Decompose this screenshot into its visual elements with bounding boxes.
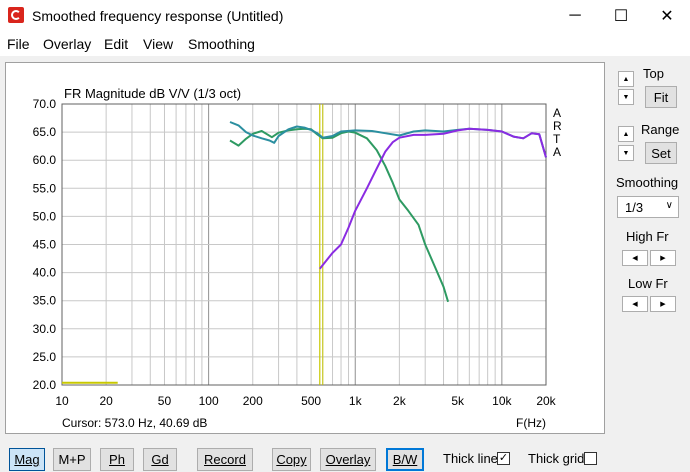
title-bar: Smoothed frequency response (Untitled) ─… xyxy=(0,0,690,31)
cursor-readout: Cursor: 573.0 Hz, 40.69 dB xyxy=(62,416,207,430)
x-tick-label: 100 xyxy=(199,394,219,408)
x-tick-label: 50 xyxy=(158,394,172,408)
menu-overlay[interactable]: Overlay xyxy=(43,36,92,52)
smoothing-value: 1/3 xyxy=(625,200,644,215)
fit-button[interactable]: Fit xyxy=(645,86,677,108)
low-fr-right-arrow[interactable]: ▶ xyxy=(650,296,676,312)
menu-edit[interactable]: Edit xyxy=(104,36,129,52)
x-axis-label: F(Hz) xyxy=(516,416,546,430)
x-tick-label: 10 xyxy=(55,394,69,408)
plot-frame xyxy=(61,103,547,386)
frequency-response-chart[interactable]: 10 20 50 100 200 500 1k 2k 5k 10k 20k 20.0 25.0 30.0… xyxy=(6,63,604,433)
thick-line-check-mark: ✓ xyxy=(498,452,509,464)
smoothing-select[interactable]: 1/3 ∨ xyxy=(617,196,679,218)
y-tick-label: 50.0 xyxy=(33,209,57,223)
menu-smoothing[interactable]: Smoothing xyxy=(188,36,255,52)
low-fr-left-arrow[interactable]: ◀ xyxy=(622,296,648,312)
close-button[interactable]: ✕ xyxy=(660,7,674,25)
x-tick-label: 2k xyxy=(393,394,407,408)
thick-line-checkbox[interactable]: ✓ xyxy=(497,452,510,465)
menu-view[interactable]: View xyxy=(143,36,174,52)
range-up-arrow[interactable]: ▲ xyxy=(618,126,634,142)
chart-title: FR Magnitude dB V/V (1/3 oct) xyxy=(64,86,241,101)
y-tick-label: 70.0 xyxy=(33,97,57,111)
bw-button-label: B/W xyxy=(392,452,418,467)
set-button[interactable]: Set xyxy=(645,142,677,164)
y-tick-label: 60.0 xyxy=(33,153,57,167)
thick-grid-label: Thick grid xyxy=(528,451,585,466)
chart-series xyxy=(62,104,547,385)
overlay-button[interactable]: Overlay xyxy=(320,448,376,471)
y-tick-label: 30.0 xyxy=(33,322,57,336)
y-tick-label: 45.0 xyxy=(33,238,57,252)
phase-button[interactable]: Ph xyxy=(100,448,134,471)
app-icon xyxy=(8,7,24,23)
window-title: Smoothed frequency response (Untitled) xyxy=(32,8,284,24)
y-tick-labels: 20.0 25.0 30.0 35.0 40.0 45.0 50.0 55.0 60.0 65.0… xyxy=(33,97,57,392)
record-button[interactable]: Record xyxy=(197,448,253,471)
y-tick-label: 25.0 xyxy=(33,350,57,364)
copy-button[interactable]: Copy xyxy=(272,448,311,471)
top-down-arrow[interactable]: ▼ xyxy=(618,89,634,105)
plot-panel[interactable]: 10 20 50 100 200 500 1k 2k 5k 10k 20k 20.0 25.0 30.0… xyxy=(5,62,605,434)
thick-line-label: Thick line xyxy=(443,451,498,466)
x-tick-label: 5k xyxy=(451,394,465,408)
y-tick-label: 40.0 xyxy=(33,266,57,280)
right-letter-a2: A xyxy=(553,145,561,159)
record-button-label: Record xyxy=(204,452,246,467)
range-label: Range xyxy=(641,122,680,137)
copy-button-label: Copy xyxy=(276,452,307,467)
x-tick-label: 20 xyxy=(99,394,113,408)
mag-phase-button-label: M+P xyxy=(58,452,86,467)
range-down-arrow[interactable]: ▼ xyxy=(618,145,634,161)
right-letter-r: R xyxy=(553,119,562,133)
x-tick-label: 1k xyxy=(349,394,363,408)
top-label: Top xyxy=(643,66,664,81)
phase-button-label: Ph xyxy=(109,452,125,467)
x-tick-label: 10k xyxy=(492,394,512,408)
mag-button[interactable]: Mag xyxy=(9,448,45,471)
right-letter-a1: A xyxy=(553,106,561,120)
x-tick-label: 500 xyxy=(301,394,321,408)
y-tick-label: 55.0 xyxy=(33,181,57,195)
minimize-button[interactable]: ─ xyxy=(569,6,581,24)
mag-button-label: Mag xyxy=(14,452,40,467)
series-line-0 xyxy=(229,127,450,303)
overlay-button-label: Overlay xyxy=(325,452,371,467)
y-tick-label: 35.0 xyxy=(33,294,57,308)
menu-bar: File Overlay Edit View Smoothing xyxy=(0,31,690,56)
smoothing-label: Smoothing xyxy=(616,175,679,190)
group-delay-button[interactable]: Gd xyxy=(143,448,177,471)
menu-file[interactable]: File xyxy=(7,36,30,52)
right-letter-t: T xyxy=(553,132,561,146)
series-line-1 xyxy=(229,121,547,158)
bw-button[interactable]: B/W xyxy=(386,448,424,471)
series-line-2 xyxy=(319,127,547,270)
x-tick-label: 200 xyxy=(243,394,263,408)
x-tick-labels: 10 20 50 100 200 500 1k 2k 5k 10k 20k xyxy=(55,394,556,408)
y-tick-label: 20.0 xyxy=(33,378,57,392)
top-up-arrow[interactable]: ▲ xyxy=(618,71,634,87)
maximize-button[interactable]: ☐ xyxy=(613,7,629,25)
thick-grid-checkbox[interactable] xyxy=(584,452,597,465)
low-fr-label: Low Fr xyxy=(628,276,668,291)
group-delay-button-label: Gd xyxy=(151,452,169,467)
y-tick-label: 65.0 xyxy=(33,125,57,139)
high-fr-left-arrow[interactable]: ◀ xyxy=(622,250,648,266)
high-fr-right-arrow[interactable]: ▶ xyxy=(650,250,676,266)
mag-phase-button[interactable]: M+P xyxy=(53,448,91,471)
x-tick-label: 20k xyxy=(536,394,556,408)
high-fr-label: High Fr xyxy=(626,229,669,244)
chevron-down-icon: ∨ xyxy=(665,200,673,211)
chart-grid xyxy=(61,103,547,386)
